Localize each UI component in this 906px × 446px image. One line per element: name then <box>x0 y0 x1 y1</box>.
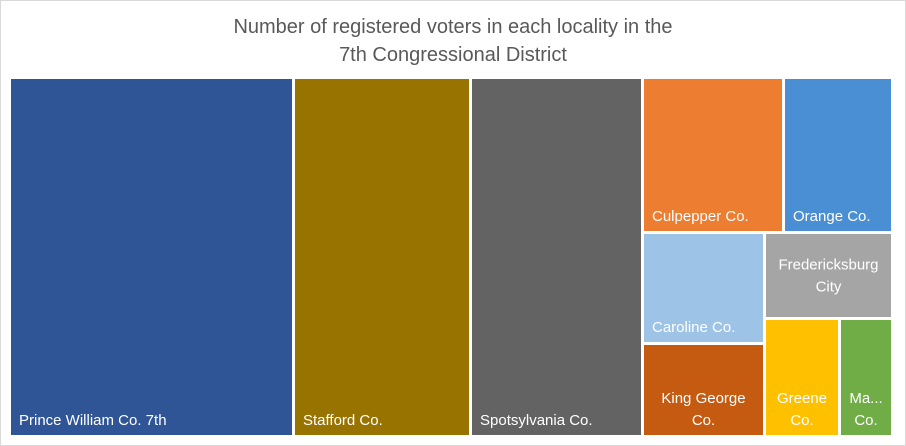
treemap-tile-label: City <box>816 279 842 296</box>
treemap-tile-rect <box>644 79 782 231</box>
treemap-tile-rect <box>785 79 891 231</box>
treemap-tile-label: Caroline Co. <box>652 319 735 336</box>
treemap-tile-1: Prince William Co. 7th <box>11 79 292 435</box>
treemap-tile-rect <box>644 345 763 435</box>
chart-title-line-2: 7th Congressional District <box>339 44 567 66</box>
treemap-tile-9: Greene Co. <box>766 320 838 435</box>
treemap-tile-label: Orange Co. <box>793 208 871 225</box>
treemap-tile-label: Stafford Co. <box>303 412 383 429</box>
chart-title: Number of registered voters in each loca… <box>1 13 905 69</box>
treemap-tile-label: Spotsylvania Co. <box>480 412 593 429</box>
treemap-tile-2: Stafford Co. <box>295 79 469 435</box>
treemap-tile-10: Ma... Co. <box>841 320 891 435</box>
treemap-tile-rect <box>766 234 891 317</box>
treemap-tile-label: Ma... <box>849 390 882 407</box>
treemap-tile-7: Fredericksburg City <box>766 234 891 317</box>
treemap-tile-label: Co. <box>790 412 813 429</box>
treemap-tile-rect <box>295 79 469 435</box>
treemap-tile-label: King George <box>661 390 745 407</box>
treemap-tile-rect <box>841 320 891 435</box>
treemap-tile-8: King George Co. <box>644 345 763 435</box>
treemap-tile-label: Fredericksburg <box>778 257 878 274</box>
treemap-tile-label: Co. <box>854 412 877 429</box>
treemap-tile-label: Greene <box>777 390 827 407</box>
treemap-tile-rect <box>472 79 641 435</box>
treemap-tile-label: Culpepper Co. <box>652 208 749 225</box>
treemap-tile-6: Caroline Co. <box>644 234 763 342</box>
treemap-tile-label: Co. <box>692 412 715 429</box>
treemap-tile-4: Culpepper Co. <box>644 79 782 231</box>
treemap-tile-label: Prince William Co. 7th <box>19 412 167 429</box>
treemap-tile-rect <box>766 320 838 435</box>
chart-title-line-1: Number of registered voters in each loca… <box>233 16 673 38</box>
treemap-tile-rect <box>644 234 763 342</box>
treemap-tile-3: Spotsylvania Co. <box>472 79 641 435</box>
treemap-tile-rect <box>11 79 292 435</box>
treemap-tile-5: Orange Co. <box>785 79 891 231</box>
